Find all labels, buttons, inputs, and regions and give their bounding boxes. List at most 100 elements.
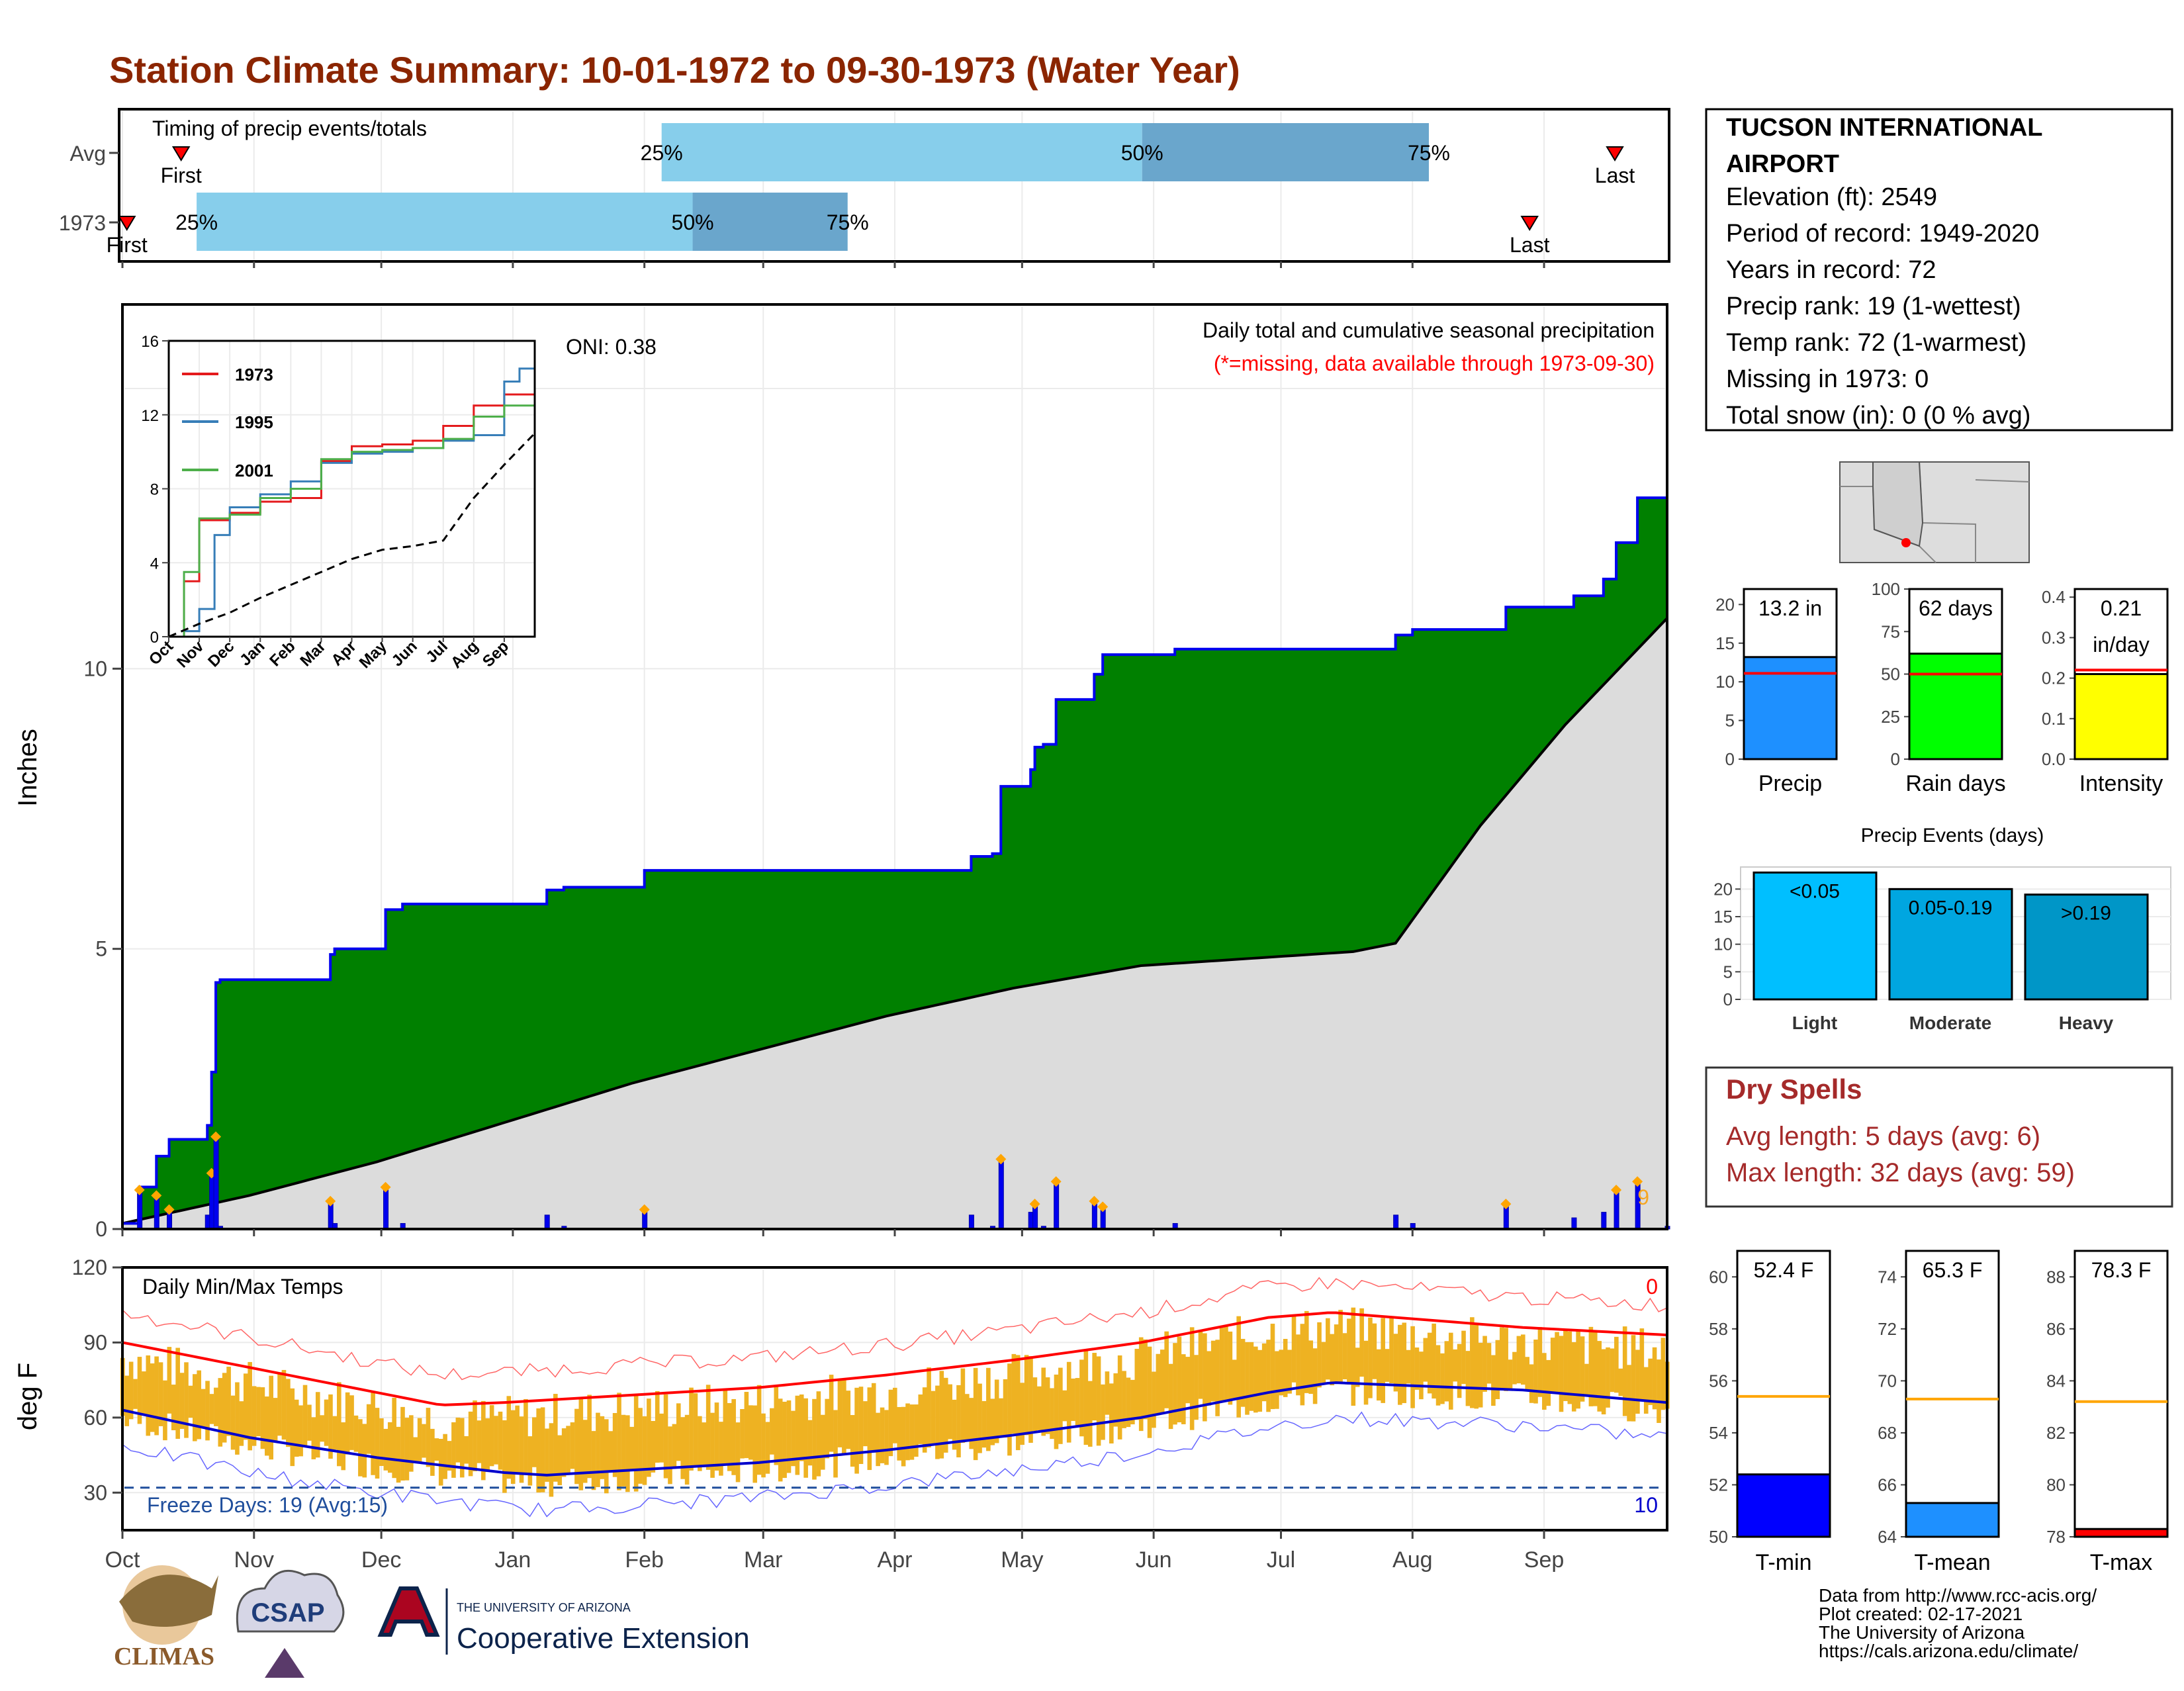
oni-value: ONI: 0.38 — [566, 335, 657, 359]
daily-temp-bar — [426, 1408, 431, 1467]
daily-temp-bar — [642, 1416, 647, 1485]
daily-temp-bar — [1249, 1342, 1254, 1411]
daily-temp-bar — [1381, 1318, 1385, 1403]
daily-temp-bar — [1240, 1338, 1246, 1407]
daily-temp-bar — [549, 1423, 554, 1497]
daily-temp-bar — [803, 1398, 808, 1478]
daily-temp-bar — [731, 1398, 736, 1475]
daily-precip-marker — [380, 1181, 391, 1193]
daily-temp-bar — [260, 1387, 265, 1449]
daily-temp-bar — [981, 1400, 987, 1448]
daily-temp-bar — [349, 1395, 354, 1450]
daily-temp-bar — [142, 1371, 146, 1414]
daily-temp-bar — [922, 1387, 927, 1453]
daily-temp-bar — [1546, 1359, 1551, 1406]
daily-temp-bar — [557, 1435, 563, 1486]
tempbar-ytick-label: 74 — [1878, 1267, 1897, 1287]
daily-temp-bar — [1448, 1332, 1453, 1410]
daily-temp-bar — [578, 1398, 584, 1490]
daily-temp-bar — [1435, 1345, 1441, 1406]
tempbar-ytick-label: 60 — [1709, 1267, 1728, 1287]
daily-temp-bar — [1334, 1324, 1339, 1383]
events-ytick-label: 15 — [1713, 907, 1733, 927]
daily-temp-bar — [1253, 1346, 1258, 1413]
daily-temp-bar — [1011, 1353, 1017, 1434]
daily-precip-bar — [154, 1197, 159, 1230]
precip-ylabel: Inches — [13, 729, 42, 807]
daily-temp-bar — [553, 1394, 558, 1482]
daily-precip-marker — [1500, 1199, 1512, 1210]
daily-temp-bar — [545, 1428, 549, 1482]
station-period: Period of record: 1949-2020 — [1726, 220, 2039, 248]
daily-precip-bar — [1393, 1214, 1399, 1230]
daily-temp-bar — [596, 1412, 600, 1487]
daily-temp-bar — [604, 1419, 609, 1494]
daily-precip-bar — [1503, 1206, 1509, 1230]
daily-temp-bar — [251, 1386, 257, 1446]
daily-temp-bar — [587, 1394, 592, 1479]
daily-precip-bar — [998, 1161, 1004, 1230]
daily-temp-bar — [1512, 1351, 1517, 1385]
daily-temp-bar — [1368, 1317, 1373, 1398]
event-bin-label-0: <0.05 — [1790, 880, 1840, 902]
daily-temp-bar — [302, 1385, 308, 1447]
daily-temp-bar — [625, 1415, 630, 1492]
tempbar-label-1: T-mean — [1914, 1550, 1990, 1575]
daily-temp-bar — [256, 1387, 261, 1437]
precip-count-label: 9 — [1637, 1185, 1649, 1209]
timing-row-avg-label: Avg — [69, 142, 106, 165]
tempbar-t-mean — [1905, 1502, 2000, 1538]
timing-panel: 25% 50% 75% First Last 25% 50% 75% First Last Tim… — [59, 108, 1670, 263]
daily-temp-bar — [1461, 1330, 1466, 1385]
tempbar-frame-2 — [2073, 1250, 2169, 1538]
daily-temp-bar — [328, 1394, 333, 1459]
hot-count: 0 — [1646, 1275, 1658, 1299]
dry-spells-title: Dry Spells — [1726, 1074, 1862, 1105]
tempbar-ytick-label: 66 — [1878, 1475, 1897, 1494]
climas-logo-text: CLIMAS — [114, 1643, 214, 1670]
tempbar-ytick-label: 50 — [1709, 1527, 1728, 1547]
daily-temp-bar — [927, 1367, 931, 1447]
daily-temp-bar — [1228, 1331, 1233, 1405]
daily-temp-bar — [812, 1398, 817, 1480]
daily-temp-bar — [710, 1412, 715, 1478]
daily-temp-bar — [1372, 1323, 1377, 1379]
daily-temp-bar — [1245, 1342, 1250, 1415]
station-name-line2: AIRPORT — [1726, 150, 1839, 178]
daily-temp-bar — [515, 1405, 520, 1473]
climas-logo: CLIMAS — [114, 1565, 218, 1670]
page-title: Station Climate Summary: 10-01-1972 to 0… — [109, 49, 1240, 91]
daily-temp-bar — [1393, 1334, 1398, 1392]
daily-temp-bar — [1402, 1322, 1407, 1403]
temp-ytick-label: 120 — [72, 1256, 107, 1279]
daily-temp-bar — [1478, 1342, 1483, 1408]
daily-temp-bar — [167, 1347, 172, 1414]
daily-temp-bar — [655, 1391, 660, 1463]
daily-temp-bar — [1291, 1315, 1297, 1383]
event-bar-heavy — [2024, 893, 2149, 1001]
daily-temp-bar — [973, 1367, 978, 1461]
daily-precip-bar — [968, 1214, 974, 1230]
summary-label-0: Precip — [1758, 771, 1822, 796]
summary-ytick-label: 25 — [1881, 707, 1900, 727]
inset-line-1995 — [169, 341, 536, 638]
timing-p25-0: 25% — [641, 141, 683, 165]
daily-temp-bar — [659, 1413, 664, 1463]
daily-temp-bar — [786, 1400, 792, 1473]
daily-temp-bar — [222, 1373, 227, 1443]
footer-line-3: The University of Arizona — [1819, 1622, 2025, 1643]
daily-temp-bar — [1087, 1381, 1093, 1447]
daily-temp-bar — [956, 1385, 961, 1457]
daily-temp-bar — [1639, 1328, 1645, 1400]
daily-temp-bar — [1410, 1326, 1415, 1408]
daily-temp-bar — [1037, 1386, 1042, 1430]
daily-precip-marker — [134, 1184, 145, 1195]
daily-temp-bar — [1584, 1363, 1589, 1395]
daily-temp-bar — [647, 1398, 651, 1477]
footer-line-4: https://cals.arizona.edu/climate/ — [1819, 1641, 2078, 1661]
daily-temp-bar — [761, 1413, 766, 1478]
locator-map — [1839, 461, 2030, 563]
tempbar-ytick-label: 64 — [1878, 1527, 1897, 1547]
cumulative-precip-area — [122, 494, 1667, 1224]
